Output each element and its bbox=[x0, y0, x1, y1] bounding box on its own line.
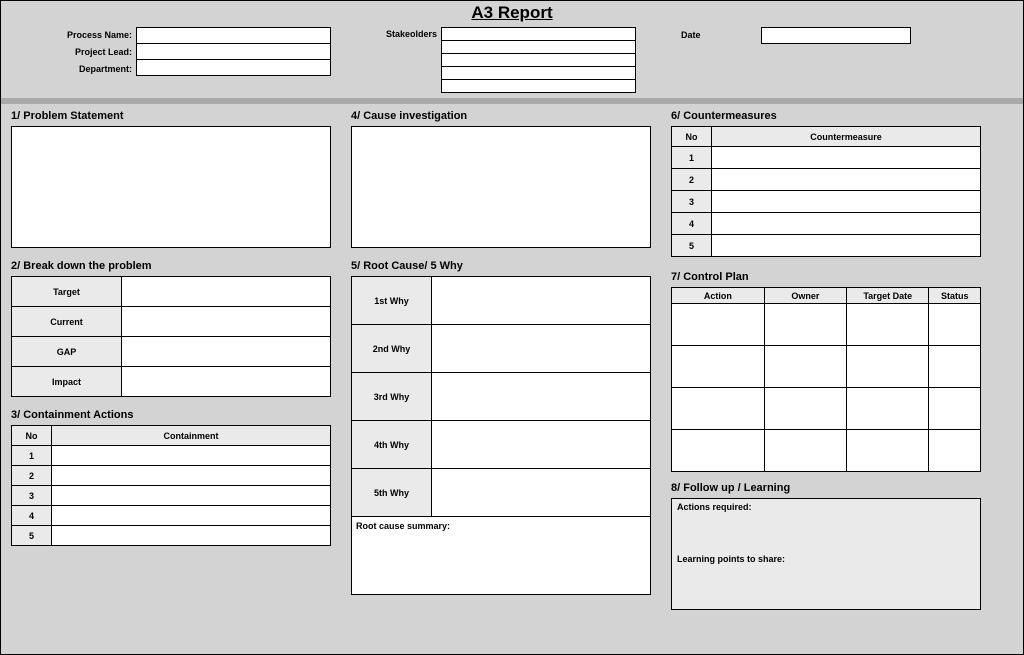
field-stakeholder-1[interactable] bbox=[441, 27, 636, 41]
counter-val-3[interactable] bbox=[712, 191, 981, 213]
row-impact-label: Impact bbox=[12, 367, 122, 397]
countermeasure-table: No Countermeasure 1 2 3 4 5 bbox=[671, 126, 981, 257]
containment-table: No Containment 1 2 3 4 5 bbox=[11, 425, 331, 546]
counter-val-5[interactable] bbox=[712, 235, 981, 257]
sec3-title: 3/ Containment Actions bbox=[11, 409, 331, 421]
field-department[interactable] bbox=[136, 59, 331, 76]
sec5-title: 5/ Root Cause/ 5 Why bbox=[351, 260, 651, 272]
cp-row-2 bbox=[672, 346, 981, 388]
column-c: 6/ Countermeasures No Countermeasure 1 2… bbox=[671, 110, 981, 610]
counter-val-4[interactable] bbox=[712, 213, 981, 235]
field-stakeholder-2[interactable] bbox=[441, 40, 636, 54]
lbl-department: Department: bbox=[11, 61, 136, 78]
cp-row-1 bbox=[672, 304, 981, 346]
sec6-title: 6/ Countermeasures bbox=[671, 110, 981, 122]
cause-investigation-box[interactable] bbox=[351, 126, 651, 248]
actions-required-label: Actions required: bbox=[677, 502, 752, 512]
header-right: Date bbox=[681, 27, 1013, 44]
sec7-title: 7/ Control Plan bbox=[671, 271, 981, 283]
lbl-stakeholders: Stakeolders bbox=[341, 27, 441, 41]
row-impact-value[interactable] bbox=[122, 367, 331, 397]
contain-no-4: 4 bbox=[12, 506, 52, 526]
column-b: 4/ Cause investigation 5/ Root Cause/ 5 … bbox=[351, 110, 651, 610]
contain-val-3[interactable] bbox=[52, 486, 331, 506]
root-summary-label: Root cause summary: bbox=[356, 521, 450, 531]
contain-val-1[interactable] bbox=[52, 446, 331, 466]
sec8-title: 8/ Follow up / Learning bbox=[671, 482, 981, 494]
sec2-title: 2/ Break down the problem bbox=[11, 260, 331, 272]
column-a: 1/ Problem Statement 2/ Break down the p… bbox=[11, 110, 331, 610]
row-target-value[interactable] bbox=[122, 277, 331, 307]
actions-required[interactable]: Actions required: bbox=[677, 502, 975, 554]
why3-value[interactable] bbox=[432, 373, 651, 421]
row-current-value[interactable] bbox=[122, 307, 331, 337]
cp-row-4 bbox=[672, 430, 981, 472]
counter-cm-header: Countermeasure bbox=[712, 127, 981, 147]
why3-label: 3rd Why bbox=[352, 373, 432, 421]
field-stakeholder-3[interactable] bbox=[441, 53, 636, 67]
header-area: A3 Report Process Name: Project Lead: De… bbox=[1, 1, 1023, 98]
contain-val-5[interactable] bbox=[52, 526, 331, 546]
row-current-label: Current bbox=[12, 307, 122, 337]
breakdown-table: Target Current GAP Impact bbox=[11, 276, 331, 397]
contain-no-5: 5 bbox=[12, 526, 52, 546]
counter-no-3: 3 bbox=[672, 191, 712, 213]
counter-no-1: 1 bbox=[672, 147, 712, 169]
why-table: 1st Why 2nd Why 3rd Why 4th Why 5th Why bbox=[351, 276, 651, 517]
counter-no-5: 5 bbox=[672, 235, 712, 257]
learning-points[interactable]: Learning points to share: bbox=[677, 554, 975, 606]
sec1-title: 1/ Problem Statement bbox=[11, 110, 331, 122]
why4-value[interactable] bbox=[432, 421, 651, 469]
contain-val-2[interactable] bbox=[52, 466, 331, 486]
why5-label: 5th Why bbox=[352, 469, 432, 517]
why1-value[interactable] bbox=[432, 277, 651, 325]
cp-row-3 bbox=[672, 388, 981, 430]
lbl-project-lead: Project Lead: bbox=[11, 44, 136, 61]
cp-action-header: Action bbox=[672, 288, 765, 304]
counter-no-4: 4 bbox=[672, 213, 712, 235]
why2-label: 2nd Why bbox=[352, 325, 432, 373]
counter-val-2[interactable] bbox=[712, 169, 981, 191]
contain-val-4[interactable] bbox=[52, 506, 331, 526]
contain-no-1: 1 bbox=[12, 446, 52, 466]
page-title: A3 Report bbox=[11, 3, 1013, 23]
lbl-process-name: Process Name: bbox=[11, 27, 136, 44]
row-target-label: Target bbox=[12, 277, 122, 307]
learning-points-label: Learning points to share: bbox=[677, 554, 785, 564]
field-project-lead[interactable] bbox=[136, 43, 331, 60]
contain-no-3: 3 bbox=[12, 486, 52, 506]
counter-no-header: No bbox=[672, 127, 712, 147]
counter-no-2: 2 bbox=[672, 169, 712, 191]
row-gap-value[interactable] bbox=[122, 337, 331, 367]
why4-label: 4th Why bbox=[352, 421, 432, 469]
contain-no-2: 2 bbox=[12, 466, 52, 486]
root-cause-summary-box[interactable]: Root cause summary: bbox=[351, 517, 651, 595]
field-date[interactable] bbox=[761, 27, 911, 44]
field-stakeholder-5[interactable] bbox=[441, 79, 636, 93]
header-row: Process Name: Project Lead: Department: … bbox=[11, 27, 1013, 92]
why2-value[interactable] bbox=[432, 325, 651, 373]
cp-owner-header: Owner bbox=[764, 288, 846, 304]
col-containment-header: Containment bbox=[52, 426, 331, 446]
sec4-title: 4/ Cause investigation bbox=[351, 110, 651, 122]
cp-target-header: Target Date bbox=[847, 288, 929, 304]
field-stakeholder-4[interactable] bbox=[441, 66, 636, 80]
col-no-header: No bbox=[12, 426, 52, 446]
why1-label: 1st Why bbox=[352, 277, 432, 325]
field-process-name[interactable] bbox=[136, 27, 331, 44]
why5-value[interactable] bbox=[432, 469, 651, 517]
cp-status-header: Status bbox=[929, 288, 981, 304]
row-gap-label: GAP bbox=[12, 337, 122, 367]
counter-val-1[interactable] bbox=[712, 147, 981, 169]
lbl-date: Date bbox=[681, 27, 761, 44]
header-left: Process Name: Project Lead: Department: bbox=[11, 27, 341, 78]
header-middle: Stakeolders bbox=[341, 27, 681, 92]
problem-statement-box[interactable] bbox=[11, 126, 331, 248]
content-area: 1/ Problem Statement 2/ Break down the p… bbox=[1, 104, 1023, 610]
control-plan-table: Action Owner Target Date Status bbox=[671, 287, 981, 472]
follow-up-box: Actions required: Learning points to sha… bbox=[671, 498, 981, 610]
